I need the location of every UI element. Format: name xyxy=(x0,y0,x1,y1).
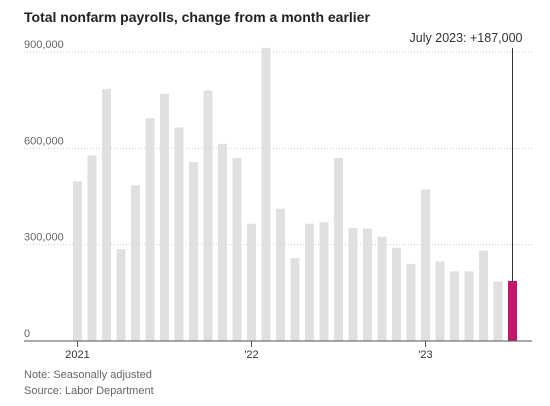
bar xyxy=(261,47,271,341)
bar xyxy=(334,157,343,341)
bar xyxy=(203,90,213,342)
bar xyxy=(160,93,169,341)
y-tick-label: 300,000 xyxy=(24,232,64,244)
chart-title: Total nonfarm payrolls, change from a mo… xyxy=(24,9,370,25)
bar xyxy=(392,247,401,341)
callout-label: July 2023: +187,000 xyxy=(410,31,523,45)
bar xyxy=(87,155,97,341)
bar xyxy=(493,281,503,341)
bar xyxy=(435,261,445,341)
bar xyxy=(189,162,198,341)
bar xyxy=(319,222,329,341)
bar xyxy=(102,88,111,341)
y-tick-label: 600,000 xyxy=(24,135,64,147)
bar xyxy=(363,228,372,341)
y-tick-label: 0 xyxy=(24,328,30,340)
bar xyxy=(218,143,227,341)
bar xyxy=(464,271,474,341)
x-tick-label: 2021 xyxy=(65,349,89,361)
bar xyxy=(406,263,416,341)
bar xyxy=(377,236,387,341)
bar xyxy=(479,250,488,341)
bar xyxy=(232,157,242,341)
bar xyxy=(116,249,126,341)
bar xyxy=(145,118,155,341)
bar xyxy=(305,223,314,341)
bar xyxy=(348,227,358,341)
x-tick-label: '23 xyxy=(418,349,432,361)
y-tick-label: 900,000 xyxy=(24,39,64,51)
note-text: Note: Seasonally adjusted xyxy=(24,369,152,381)
source-text: Source: Labor Department xyxy=(24,385,154,397)
bar xyxy=(73,181,82,341)
bar xyxy=(290,258,300,341)
bar-highlighted xyxy=(508,280,517,341)
bar xyxy=(247,223,256,341)
bar xyxy=(276,208,285,341)
bar xyxy=(421,189,430,341)
bar xyxy=(450,271,459,341)
bar xyxy=(174,127,184,341)
bar xyxy=(131,185,140,341)
x-tick-label: '22 xyxy=(244,349,258,361)
